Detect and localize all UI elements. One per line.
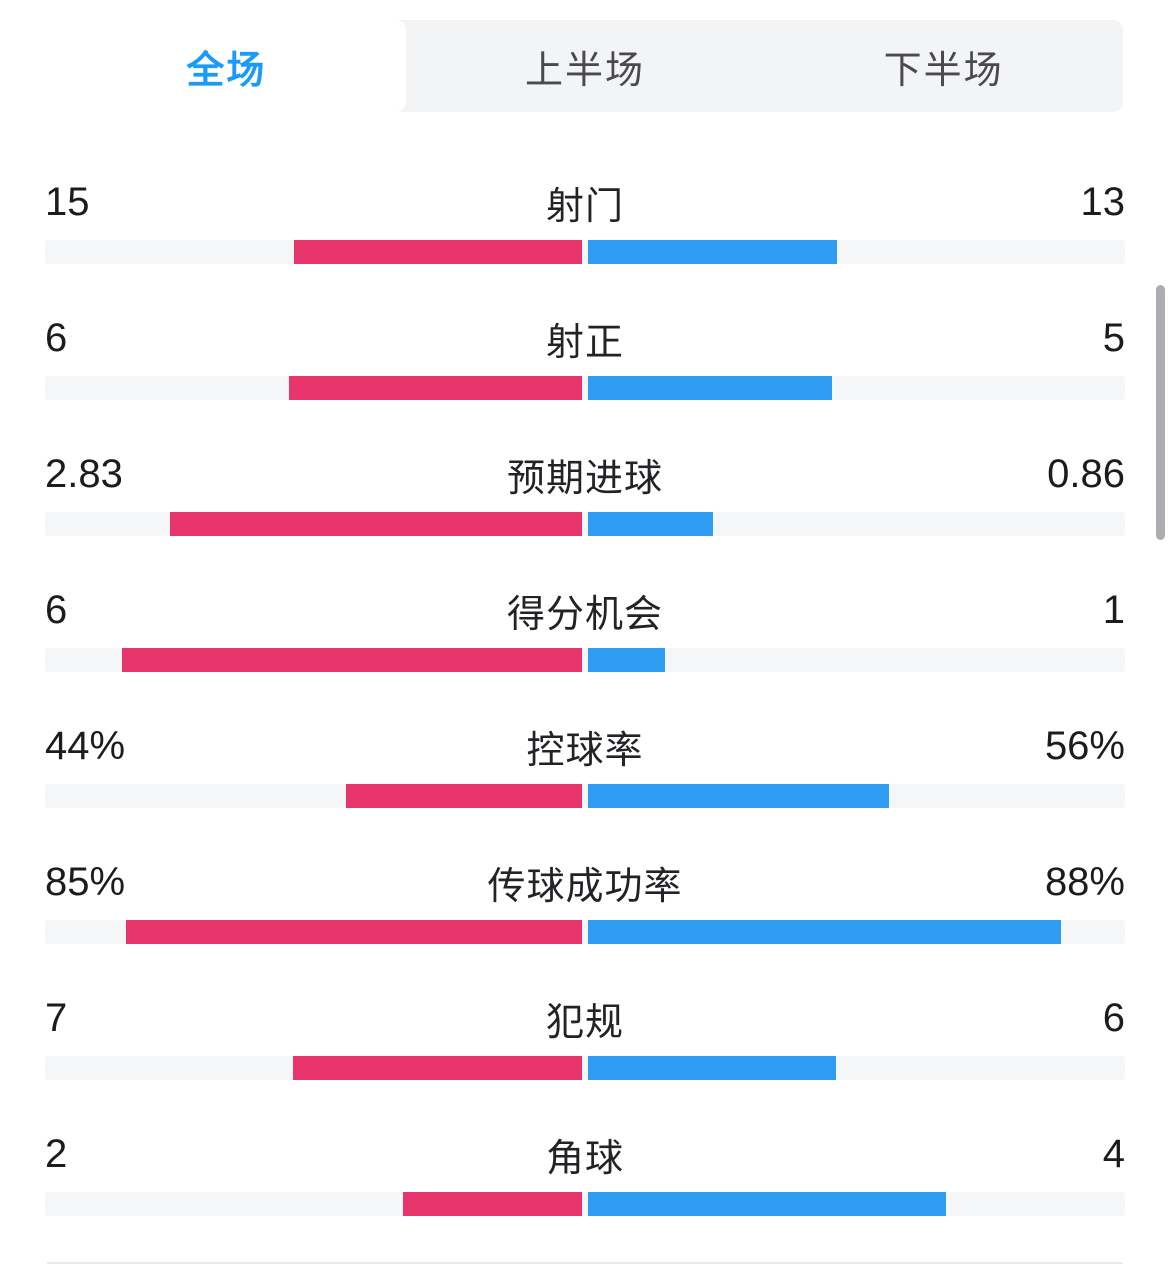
home-bar xyxy=(345,784,582,808)
stat-row: 6 得分机会 1 xyxy=(45,584,1125,672)
home-bar-area xyxy=(45,784,585,808)
away-value: 13 xyxy=(1080,179,1126,224)
tab-first-half[interactable]: 上半场 xyxy=(525,49,646,92)
home-bar-area xyxy=(45,240,585,264)
stat-row: 2 角球 4 xyxy=(45,1128,1125,1216)
away-value: 0.86 xyxy=(1047,451,1125,496)
stat-label: 角球 xyxy=(545,1137,624,1180)
stat-bar-track xyxy=(45,648,1125,672)
stat-bar-track xyxy=(45,1192,1125,1216)
stat-header: 2 角球 4 xyxy=(45,1128,1125,1180)
home-value: 6 xyxy=(45,315,68,360)
stat-label: 射门 xyxy=(545,185,624,228)
stat-header: 44% 控球率 56% xyxy=(45,720,1125,772)
home-bar-area xyxy=(45,648,585,672)
home-value: 44% xyxy=(45,723,126,768)
away-bar-area xyxy=(585,240,1125,264)
stat-label: 得分机会 xyxy=(506,593,663,636)
stat-label: 传球成功率 xyxy=(487,865,683,908)
away-bar xyxy=(588,376,833,400)
home-value: 7 xyxy=(45,995,68,1040)
away-bar xyxy=(588,648,665,672)
away-bar-area xyxy=(585,376,1125,400)
home-value: 6 xyxy=(45,587,68,632)
away-bar xyxy=(588,1192,947,1216)
away-bar xyxy=(588,240,838,264)
away-bar-area xyxy=(585,512,1125,536)
stat-header: 85% 传球成功率 88% xyxy=(45,856,1125,908)
away-value: 4 xyxy=(1102,1131,1125,1176)
away-value: 56% xyxy=(1044,723,1125,768)
stat-bar-track xyxy=(45,512,1125,536)
stat-row: 44% 控球率 56% xyxy=(45,720,1125,808)
home-value: 2 xyxy=(45,1131,68,1176)
away-bar-area xyxy=(585,648,1125,672)
stat-bar-track xyxy=(45,784,1125,808)
away-bar-area xyxy=(585,1192,1125,1216)
stat-row: 6 射正 5 xyxy=(45,312,1125,400)
home-bar xyxy=(294,240,582,264)
tab-full-match[interactable]: 全场 xyxy=(47,20,406,112)
away-bar xyxy=(588,1056,837,1080)
match-stats-page: 全场 上半场 下半场 15 射门 13 6 射正 5 xyxy=(0,20,1170,1264)
home-bar xyxy=(121,648,582,672)
home-bar-area xyxy=(45,920,585,944)
away-value: 5 xyxy=(1102,315,1125,360)
stat-row: 85% 传球成功率 88% xyxy=(45,856,1125,944)
stat-bar-track xyxy=(45,240,1125,264)
home-value: 2.83 xyxy=(45,451,123,496)
stat-row: 7 犯规 6 xyxy=(45,992,1125,1080)
away-bar xyxy=(588,920,1061,944)
away-value: 1 xyxy=(1102,587,1125,632)
stat-label: 预期进球 xyxy=(506,457,663,500)
stats-list: 15 射门 13 6 射正 5 2. xyxy=(0,176,1170,1216)
stat-row: 2.83 预期进球 0.86 xyxy=(45,448,1125,536)
away-value: 88% xyxy=(1044,859,1125,904)
home-bar-area xyxy=(45,1192,585,1216)
away-bar-area xyxy=(585,920,1125,944)
stat-header: 15 射门 13 xyxy=(45,176,1125,228)
stat-label: 控球率 xyxy=(526,729,644,772)
away-bar xyxy=(588,784,889,808)
home-bar xyxy=(125,920,582,944)
stat-header: 6 射正 5 xyxy=(45,312,1125,364)
stat-header: 7 犯规 6 xyxy=(45,992,1125,1044)
home-value: 15 xyxy=(45,179,90,224)
scrollbar-thumb[interactable] xyxy=(1156,285,1165,540)
home-bar-area xyxy=(45,1056,585,1080)
stat-bar-track xyxy=(45,1056,1125,1080)
home-bar xyxy=(293,1056,582,1080)
stat-label: 犯规 xyxy=(545,1001,624,1044)
away-bar-area xyxy=(585,1056,1125,1080)
home-value: 85% xyxy=(45,859,126,904)
tab-second-half[interactable]: 下半场 xyxy=(883,49,1004,92)
home-bar xyxy=(403,1192,582,1216)
stat-header: 2.83 预期进球 0.86 xyxy=(45,448,1125,500)
home-bar-area xyxy=(45,512,585,536)
period-tabs: 全场 上半场 下半场 xyxy=(47,20,1123,112)
home-bar xyxy=(170,512,582,536)
stat-label: 射正 xyxy=(545,321,624,364)
stat-header: 6 得分机会 1 xyxy=(45,584,1125,636)
stat-bar-track xyxy=(45,376,1125,400)
away-bar xyxy=(588,512,714,536)
stat-bar-track xyxy=(45,920,1125,944)
away-value: 6 xyxy=(1102,995,1125,1040)
stat-row: 15 射门 13 xyxy=(45,176,1125,264)
home-bar xyxy=(289,376,582,400)
away-bar-area xyxy=(585,784,1125,808)
home-bar-area xyxy=(45,376,585,400)
